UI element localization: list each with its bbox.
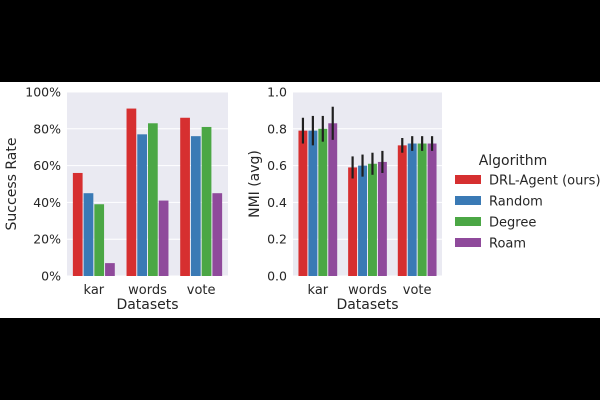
x-tick-label: vote xyxy=(403,283,432,298)
y-axis-label: Success Rate xyxy=(4,138,20,231)
x-tick-label: kar xyxy=(308,283,329,298)
bar-roam-kar xyxy=(105,263,115,276)
y-tick-label: 0.8 xyxy=(267,121,287,136)
y-tick-label: 0.2 xyxy=(267,232,287,247)
y-tick-label: 80% xyxy=(33,121,61,136)
y-tick-label: 0% xyxy=(41,269,61,284)
y-tick-label: 0.0 xyxy=(267,269,287,284)
bar-roam-words xyxy=(377,161,387,276)
legend-label-degree: Degree xyxy=(489,216,536,231)
bar-random-words xyxy=(137,134,147,276)
x-tick-label: kar xyxy=(84,283,105,298)
bar-drl-agent-ours-vote xyxy=(180,117,190,276)
bar-roam-vote xyxy=(427,143,437,276)
figure-panel: 0% 20% 40% 60% 80% 100% kar words vote Datasets Su… xyxy=(0,82,600,318)
bar-roam-words xyxy=(158,200,169,276)
legend-swatch-roam xyxy=(455,238,481,247)
plot-area xyxy=(293,92,442,276)
legend-title: Algorithm xyxy=(479,153,548,169)
bar-drl-agent-ours-kar xyxy=(72,172,83,276)
bar-drl-agent-ours-words xyxy=(126,108,137,276)
y-tick-label: 1.0 xyxy=(267,85,287,100)
legend-label-roam: Roam xyxy=(489,237,526,252)
x-tick-label: words xyxy=(348,283,387,298)
legend-swatch-drl-agent-ours xyxy=(455,175,481,184)
bar-random-vote xyxy=(190,136,201,276)
chart-success-rate: 0% 20% 40% 60% 80% 100% kar words vote Datasets Su… xyxy=(4,85,228,313)
bar-random-kar xyxy=(83,193,94,276)
chart-nmi: 0.0 0.2 0.4 0.6 0.8 1.0 kar words vote Datasets NM… xyxy=(247,85,442,313)
bar-roam-kar xyxy=(328,123,338,276)
bar-degree-words xyxy=(148,123,158,276)
y-tick-label: 0.4 xyxy=(267,195,287,210)
plot-area xyxy=(67,92,228,276)
bar-degree-vote xyxy=(417,143,427,276)
bar-degree-kar xyxy=(94,204,105,276)
y-tick-label: 60% xyxy=(33,158,61,173)
bar-drl-agent-ours-words xyxy=(348,167,358,276)
bar-random-kar xyxy=(308,130,318,276)
y-tick-label: 40% xyxy=(33,195,61,210)
x-axis-label: Datasets xyxy=(116,297,178,313)
x-tick-label: vote xyxy=(187,283,216,298)
legend-swatch-degree xyxy=(455,217,481,226)
legend-label-random: Random xyxy=(489,195,543,210)
y-axis-label: NMI (avg) xyxy=(247,150,263,218)
y-tick-label: 20% xyxy=(33,232,61,247)
bar-degree-vote xyxy=(201,126,212,277)
bar-random-vote xyxy=(407,143,417,276)
legend-swatch-random xyxy=(455,196,481,205)
x-axis-label: Datasets xyxy=(336,297,398,313)
x-tick-label: words xyxy=(128,283,167,298)
bar-roam-vote xyxy=(212,193,223,276)
y-tick-label: 100% xyxy=(25,85,61,100)
bar-random-words xyxy=(358,165,367,276)
bar-degree-words xyxy=(368,163,377,276)
legend: Algorithm DRL-Agent (ours) Random Degree Ro… xyxy=(455,153,600,252)
figure-svg: 0% 20% 40% 60% 80% 100% kar words vote Datasets Su… xyxy=(4,85,600,314)
bar-drl-agent-ours-kar xyxy=(298,130,308,276)
legend-label-drl-agent-ours: DRL-Agent (ours) xyxy=(489,174,600,189)
y-tick-label: 0.6 xyxy=(267,158,287,173)
bar-drl-agent-ours-vote xyxy=(397,145,407,276)
bar-degree-kar xyxy=(318,128,328,276)
